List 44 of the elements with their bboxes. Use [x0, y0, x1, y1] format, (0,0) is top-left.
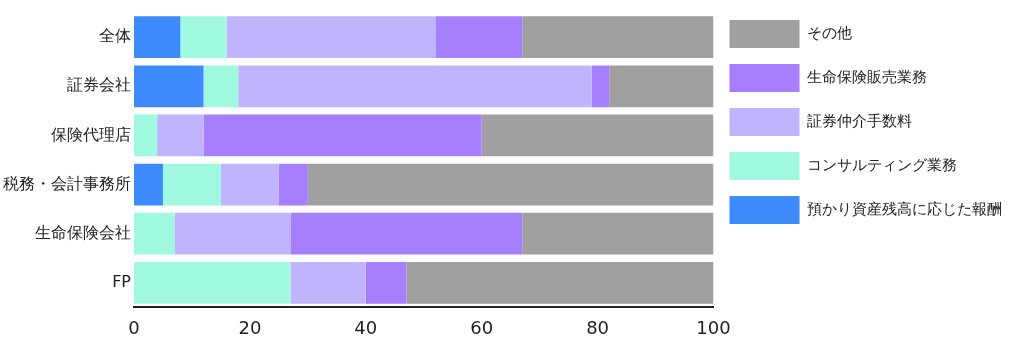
legend-label: その他: [807, 23, 852, 42]
bar: [174, 212, 291, 255]
x-tick-label: 20: [238, 316, 262, 338]
y-tick-label: 保険代理店: [51, 124, 131, 144]
legend-label: コンサルティング業務: [807, 155, 957, 174]
bar: [522, 212, 714, 255]
y-tick-label: 全体: [99, 26, 131, 46]
bar: [522, 16, 714, 59]
legend-label: 証券仲介手数料: [807, 111, 912, 130]
bar: [157, 114, 204, 157]
bar: [435, 16, 523, 59]
bar: [481, 114, 714, 157]
bar: [290, 261, 366, 304]
bar: [134, 212, 175, 255]
legend-label: 生命保険販売業務: [807, 67, 927, 86]
bar: [162, 163, 221, 206]
bar: [226, 16, 436, 59]
x-tick-label: 0: [128, 316, 140, 338]
bar: [203, 65, 239, 108]
bar: [290, 212, 523, 255]
x-tick-label: 100: [696, 316, 731, 338]
bar: [238, 65, 592, 108]
bar: [134, 16, 181, 59]
bar: [406, 261, 714, 304]
bar: [180, 16, 227, 59]
bar: [203, 114, 482, 157]
y-tick-label: 証券会社: [67, 75, 131, 95]
bar: [220, 163, 279, 206]
bar: [278, 163, 308, 206]
legend-label: 預かり資産残高に応じた報酬: [807, 199, 1002, 218]
x-tick-label: 60: [470, 316, 494, 338]
x-tick-label: 80: [586, 316, 610, 338]
bar: [307, 163, 714, 206]
bar: [134, 261, 291, 304]
bar: [134, 114, 158, 157]
y-tick-label: FP: [112, 271, 132, 291]
y-tick-label: 税務・会計事務所: [3, 173, 131, 193]
bar: [365, 261, 407, 304]
y-tick-label: 生命保険会社: [35, 222, 131, 242]
bar: [609, 65, 714, 108]
x-tick-label: 40: [354, 316, 378, 338]
bar: [134, 163, 163, 206]
bar: [134, 65, 204, 108]
bar: [591, 65, 610, 108]
